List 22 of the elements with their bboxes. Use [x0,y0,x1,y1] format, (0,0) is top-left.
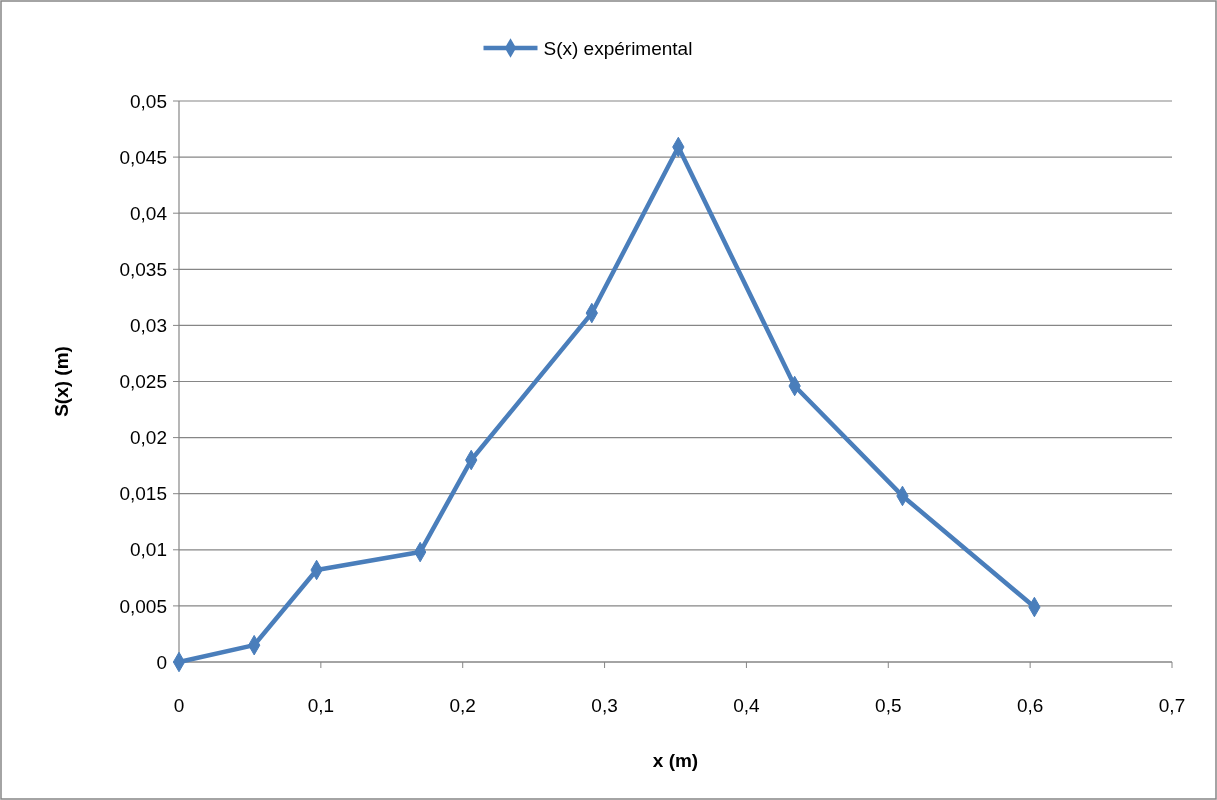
legend-label: S(x) expérimental [543,37,693,59]
x-axis-title: x (m) [652,750,699,771]
y-tick-label: 0,01 [130,539,167,561]
x-tick-label: 0,2 [449,695,476,716]
x-tick-label: 0,3 [591,695,618,716]
x-tick-label: 0,4 [733,695,761,716]
y-axis-title: S(x) (m) [51,346,72,417]
x-tick-label: 0,6 [1016,695,1044,716]
y-tick-label: 0,04 [130,202,168,224]
x-tick-label: 0 [173,695,185,716]
y-tick-label: 0,015 [119,483,167,505]
y-tick-label: 0,03 [130,315,167,337]
y-tick-label: 0 [156,651,167,673]
x-tick-label: 0,5 [875,695,902,716]
y-tick-label: 0,045 [119,146,167,168]
y-tick-label: 0,035 [119,258,167,280]
y-tick-label: 0,025 [119,371,167,393]
y-tick-label: 0,02 [130,427,167,449]
y-tick-label: 0,05 [130,90,167,112]
x-tick-label: 0,7 [1158,695,1186,716]
x-tick-label: 0,1 [307,695,335,716]
y-tick-label: 0,005 [119,595,167,617]
